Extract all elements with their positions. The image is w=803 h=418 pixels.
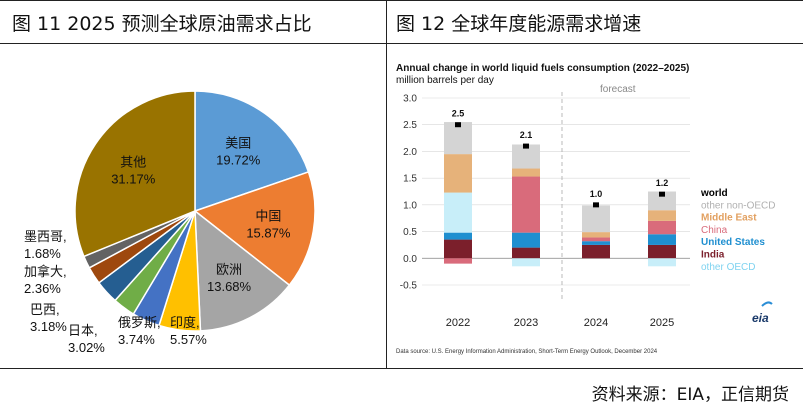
legend-item-6: other OECD	[701, 262, 755, 273]
pie-slice-1	[193, 170, 316, 287]
eia-logo-swoosh	[761, 301, 773, 307]
bar-segment-3-1	[648, 234, 676, 245]
bar-segment-3-0	[648, 244, 676, 259]
bar-segment-2-0	[582, 244, 610, 259]
bar-segment-1-0	[512, 247, 540, 259]
pie-label-value-4: 3.74%	[118, 332, 155, 347]
pie-label-value-5: 3.02%	[68, 340, 105, 355]
pie-label-name-6: 巴西,	[30, 302, 60, 317]
bar-segment-1-1	[512, 232, 540, 248]
legend-item-0: world	[700, 188, 728, 199]
bar-segment-0-0	[444, 239, 472, 259]
pie-label-value-2: 13.68%	[207, 279, 252, 294]
ytick-label-3: 1.5	[403, 174, 417, 185]
legend-item-1: other non-OECD	[701, 200, 775, 211]
forecast-label: forecast	[600, 84, 636, 95]
pie-slice-9	[74, 90, 196, 258]
bar-segment-2-3	[582, 237, 610, 242]
bar-segment-1-3	[512, 176, 540, 233]
pie-chart: 美国 19.72% 中国 15.87% 欧洲 13.68% 印度, 5.57% 俄罗斯, 3.74…	[24, 90, 316, 355]
eia-logo: eia	[752, 311, 769, 325]
bar-segment-3-4	[648, 210, 676, 221]
ytick-label-2: 2.0	[403, 147, 417, 158]
world-marker-1	[523, 143, 529, 149]
world-marker-0	[455, 122, 461, 128]
pie-slice-2	[194, 209, 291, 332]
bar-segment-0-5	[444, 122, 472, 155]
pie-label-name-2: 欧洲	[216, 262, 242, 277]
bar-segment-1-4	[512, 168, 540, 177]
bar-segment-2-1	[582, 241, 610, 245]
pie-label-name-3: 印度,	[170, 315, 200, 330]
pie-label-name-8: 墨西哥,	[24, 229, 67, 244]
bar-chart: Annual change in world liquid fuels cons…	[396, 63, 775, 355]
pie-label-name-7: 加拿大,	[24, 264, 67, 279]
pie-label-name-1: 中国	[255, 208, 281, 223]
legend-item-2: Middle East	[701, 213, 757, 224]
bar-neg-segment-3-0	[648, 258, 676, 267]
world-label-0: 2.5	[452, 109, 465, 119]
pie-label-name-0: 美国	[225, 135, 251, 150]
legend-item-5: India	[701, 250, 725, 261]
right-panel-title: 图 12 全球年度能源需求增速	[396, 13, 642, 35]
ytick-label-1: 2.5	[403, 120, 417, 131]
left-panel-title: 图 11 2025 预测全球原油需求占比	[12, 13, 312, 35]
pie-label-value-3: 5.57%	[170, 332, 207, 347]
world-label-1: 2.1	[520, 130, 533, 140]
xtick-label-0: 2022	[446, 317, 470, 329]
top-rule	[0, 0, 803, 1]
bar-segment-0-1	[444, 232, 472, 240]
pie-label-value-1: 15.87%	[246, 225, 291, 240]
bar-chart-title: Annual change in world liquid fuels cons…	[396, 63, 689, 74]
xtick-label-2: 2024	[584, 317, 608, 329]
ytick-label-6: 0.0	[403, 254, 417, 265]
bar-chart-ylabel: million barrels per day	[396, 75, 494, 86]
pie-label-name-9: 其他	[120, 155, 146, 170]
world-label-3: 1.2	[656, 178, 669, 188]
legend-item-3: China	[701, 225, 728, 236]
bottom-rule	[0, 368, 803, 369]
pie-label-value-6: 3.18%	[30, 319, 67, 334]
world-label-2: 1.0	[590, 189, 603, 199]
bar-segment-3-3	[648, 220, 676, 235]
pie-label-value-8: 1.68%	[24, 246, 61, 261]
legend-item-4: United States	[701, 237, 765, 248]
world-marker-2	[593, 202, 599, 208]
bar-segment-0-2	[444, 192, 472, 233]
world-marker-3	[659, 191, 665, 197]
pie-label-value-7: 2.36%	[24, 281, 61, 296]
source-note: 资料来源：EIA，正信期货	[591, 385, 789, 405]
pie-label-value-9: 31.17%	[111, 172, 156, 187]
xtick-label-1: 2023	[514, 317, 538, 329]
bar-segment-0-4	[444, 154, 472, 193]
bar-segment-2-5	[582, 205, 610, 233]
ytick-label-7: -0.5	[400, 281, 418, 292]
pie-label-name-5: 日本,	[68, 323, 98, 338]
ytick-label-5: 0.5	[403, 227, 417, 238]
pie-label-value-0: 19.72%	[216, 152, 261, 167]
pie-label-name-4: 俄罗斯,	[118, 315, 161, 330]
bar-segment-2-4	[582, 232, 610, 238]
bar-segment-3-5	[648, 191, 676, 211]
xtick-label-3: 2025	[650, 317, 674, 329]
ytick-label-4: 1.0	[403, 200, 417, 211]
bar-chart-footnote: Data source: U.S. Energy Information Adm…	[396, 349, 658, 355]
panel-divider	[386, 0, 387, 368]
title-rule	[0, 43, 803, 44]
bar-neg-segment-1-0	[512, 258, 540, 267]
ytick-label-0: 3.0	[403, 94, 417, 105]
bar-neg-segment-0-1	[444, 258, 472, 264]
